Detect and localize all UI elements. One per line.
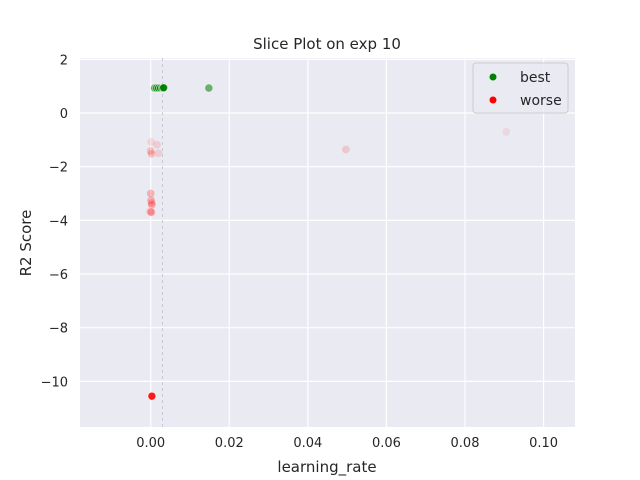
y-tick-label: −2 bbox=[49, 161, 68, 176]
x-tick-label: 0.04 bbox=[293, 436, 322, 451]
x-tick-label: 0.02 bbox=[215, 436, 244, 451]
point-best bbox=[159, 83, 168, 93]
point-worse bbox=[147, 208, 156, 217]
legend-marker-best bbox=[489, 73, 497, 81]
y-tick-label: −8 bbox=[49, 322, 68, 337]
y-axis-label: R2 Score bbox=[17, 210, 35, 277]
point-worse bbox=[152, 140, 162, 149]
point-best bbox=[204, 83, 214, 93]
x-tick-label: 0.06 bbox=[372, 436, 401, 451]
point-worse bbox=[501, 127, 511, 137]
legend-label-worse: worse bbox=[520, 93, 562, 109]
y-tick-label: −4 bbox=[49, 214, 68, 229]
point-worse bbox=[341, 145, 351, 154]
point-worse bbox=[147, 149, 156, 159]
x-tick-label: 0.00 bbox=[136, 436, 165, 451]
point-worse bbox=[146, 207, 155, 217]
point-worse bbox=[147, 391, 157, 401]
point-worse bbox=[147, 200, 157, 210]
x-axis-label: learning_rate bbox=[277, 458, 376, 477]
y-tick-label: −6 bbox=[49, 268, 68, 283]
y-tick-label: 0 bbox=[60, 107, 68, 122]
y-tick-labels: 2 0 −2 −4 −6 −8 −10 bbox=[41, 53, 68, 390]
point-worse bbox=[147, 198, 156, 208]
legend: best worse bbox=[472, 62, 569, 114]
y-tick-label: 2 bbox=[60, 53, 68, 68]
x-tick-label: 0.08 bbox=[451, 436, 480, 451]
point-worse bbox=[146, 137, 156, 147]
point-worse bbox=[146, 189, 156, 198]
legend-box bbox=[472, 62, 569, 114]
chart-title: Slice Plot on exp 10 bbox=[253, 35, 401, 53]
y-tick-label: −10 bbox=[41, 375, 68, 390]
point-worse bbox=[146, 146, 156, 156]
x-tick-label: 0.10 bbox=[529, 436, 558, 451]
point-worse bbox=[154, 148, 163, 158]
x-tick-labels: 0.00 0.02 0.04 0.06 0.08 0.10 bbox=[136, 436, 558, 451]
legend-marker-worse bbox=[489, 96, 497, 104]
legend-label-best: best bbox=[520, 70, 551, 86]
data-points bbox=[146, 83, 511, 401]
point-worse bbox=[146, 195, 156, 205]
